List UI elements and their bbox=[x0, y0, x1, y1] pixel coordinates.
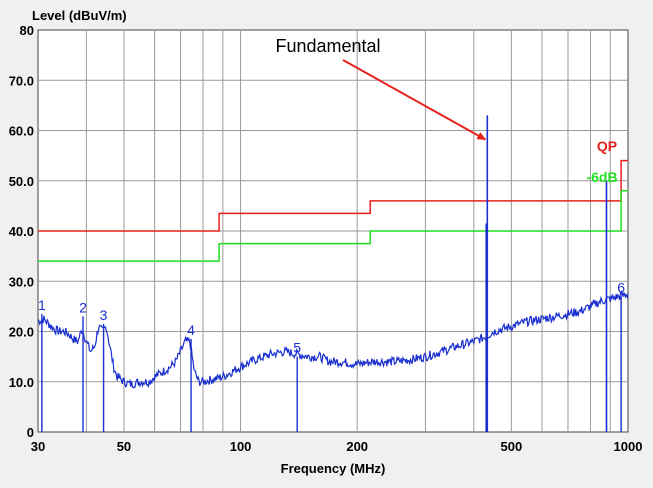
marker-label: 4 bbox=[187, 322, 195, 338]
limit-lines bbox=[38, 159, 628, 262]
measurement-trace bbox=[37, 290, 629, 389]
trace-line bbox=[37, 290, 629, 389]
y-tick-label: 70.0 bbox=[9, 73, 34, 88]
axes: 0 10.0 20.0 30.0 40.0 50.0 60.0 70.0 80 30 50 100 20… bbox=[9, 23, 643, 454]
y-tick-label: 0 bbox=[27, 425, 34, 440]
y-tick-label: 30.0 bbox=[9, 274, 34, 289]
y-tick-label: 80 bbox=[20, 23, 34, 38]
marker-label: 2 bbox=[79, 299, 87, 315]
y-tick-label: 60.0 bbox=[9, 124, 34, 139]
x-tick-label: 200 bbox=[346, 439, 368, 454]
labels: QP -6dB Fundamental bbox=[275, 36, 617, 185]
marker-label: 5 bbox=[293, 340, 301, 356]
y-tick-label: 10.0 bbox=[9, 375, 34, 390]
x-tick-label: 100 bbox=[230, 439, 252, 454]
marker-label: 1 bbox=[38, 297, 46, 313]
minus6db-line-label: -6dB bbox=[586, 169, 617, 185]
limit-line-qp bbox=[38, 159, 628, 232]
x-tick-label: 1000 bbox=[614, 439, 643, 454]
qp-line-label: QP bbox=[597, 138, 617, 154]
y-tick-label: 40.0 bbox=[9, 224, 34, 239]
y-tick-label: 20.0 bbox=[9, 325, 34, 340]
x-tick-label: 500 bbox=[501, 439, 523, 454]
fundamental-annotation: Fundamental bbox=[275, 36, 380, 56]
limit-line-minus6db bbox=[38, 190, 628, 262]
y-axis-label: Level (dBuV/m) bbox=[32, 8, 127, 23]
marker-label: 6 bbox=[617, 279, 625, 295]
x-axis-label: Frequency (MHz) bbox=[281, 461, 386, 476]
fundamental-arrow bbox=[342, 59, 487, 141]
x-tick-label: 50 bbox=[117, 439, 131, 454]
y-tick-label: 50.0 bbox=[9, 174, 34, 189]
x-tick-label: 30 bbox=[31, 439, 45, 454]
marker-label: 3 bbox=[100, 307, 108, 323]
